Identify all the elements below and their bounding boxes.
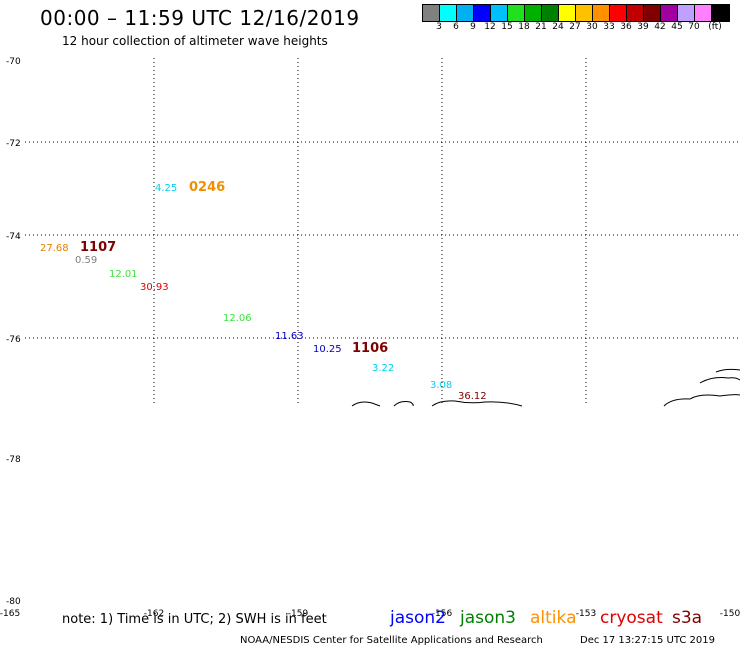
color-swatch [712,5,729,21]
color-swatch [559,5,576,21]
units-note: note: 1) Time is in UTC; 2) SWH is in fe… [62,612,327,627]
latitude-label: -76 [6,335,21,345]
color-scale-label: 42 [654,22,666,32]
observation-label: 12.01 [109,269,138,280]
color-scale-bar [422,4,730,22]
satellite-legend-item: altika [530,608,577,628]
color-swatch [508,5,525,21]
color-swatch [610,5,627,21]
color-scale-label: 3 [436,22,442,32]
coastline-segment [699,377,740,384]
color-swatch [457,5,474,21]
observation-label: 0.59 [75,255,97,266]
color-scale-label: 39 [637,22,649,32]
color-swatch [661,5,678,21]
color-scale-label: 12 [484,22,496,32]
longitude-label: -153 [575,609,597,619]
coastline-segment [663,394,740,407]
coastline-segment [393,401,414,407]
color-swatch [695,5,712,21]
color-swatch [474,5,491,21]
color-swatch [644,5,661,21]
color-swatch [678,5,695,21]
color-swatch [423,5,440,21]
chart-title: 00:00 – 11:59 UTC 12/16/2019 [40,6,360,30]
footer: NOAA/NESDIS Center for Satellite Applica… [240,635,715,646]
latitude-label: -80 [6,597,21,607]
footer-agency: NOAA/NESDIS Center for Satellite Applica… [240,635,543,646]
color-scale-label: 36 [620,22,632,32]
observation-label: 30.93 [140,282,169,293]
color-scale-label: 45 [671,22,683,32]
coastline-segment [715,368,740,373]
color-swatch [542,5,559,21]
color-scale-label: 70 [688,22,700,32]
color-swatch [627,5,644,21]
color-scale-label: 33 [603,22,615,32]
latitude-label: -74 [6,232,21,242]
longitude-label: -162 [143,609,165,619]
chart-subtitle: 12 hour collection of altimeter wave hei… [62,34,328,48]
observation-label: 0246 [189,180,225,195]
satellite-legend-item: s3a [672,608,703,628]
color-scale-label: (ft) [708,22,722,32]
color-swatch [576,5,593,21]
observation-label: 10.25 [313,344,342,355]
satellite-legend-item: cryosat [600,608,663,628]
satellite-legend-item: jason2 [390,608,446,628]
observation-label: 27.68 [40,243,69,254]
observation-label: 3.22 [372,363,394,374]
observation-label: 36.12 [458,391,487,402]
latitude-label: -78 [6,455,21,465]
coastline-segment [431,400,523,407]
color-scale-label: 9 [470,22,476,32]
color-swatch [491,5,508,21]
color-scale-label: 30 [586,22,598,32]
observation-label: 3.08 [430,380,452,391]
footer-timestamp: Dec 17 13:27:15 UTC 2019 [580,635,715,646]
coastline [351,368,740,407]
observation-label: 1106 [352,341,388,356]
longitude-label: -159 [287,609,309,619]
longitude-label: -150 [719,609,740,619]
satellite-legend-item: jason3 [460,608,516,628]
color-swatch [440,5,457,21]
observation-label: 11.63 [275,331,304,342]
longitude-label: -156 [431,609,453,619]
color-swatch [525,5,542,21]
color-scale-label: 21 [535,22,547,32]
longitude-label: -165 [0,609,21,619]
latitude-label: -72 [6,139,21,149]
observation-label: 4.25 [155,183,177,194]
color-scale-label: 6 [453,22,459,32]
observation-label: 1107 [80,240,116,255]
color-scale-label: 27 [569,22,581,32]
color-scale-label: 15 [501,22,513,32]
latitude-label: -70 [6,57,21,67]
observation-label: 12.06 [223,313,252,324]
color-swatch [593,5,610,21]
coastline-segment [351,401,381,407]
color-scale-label: 24 [552,22,564,32]
color-scale-label: 18 [518,22,530,32]
